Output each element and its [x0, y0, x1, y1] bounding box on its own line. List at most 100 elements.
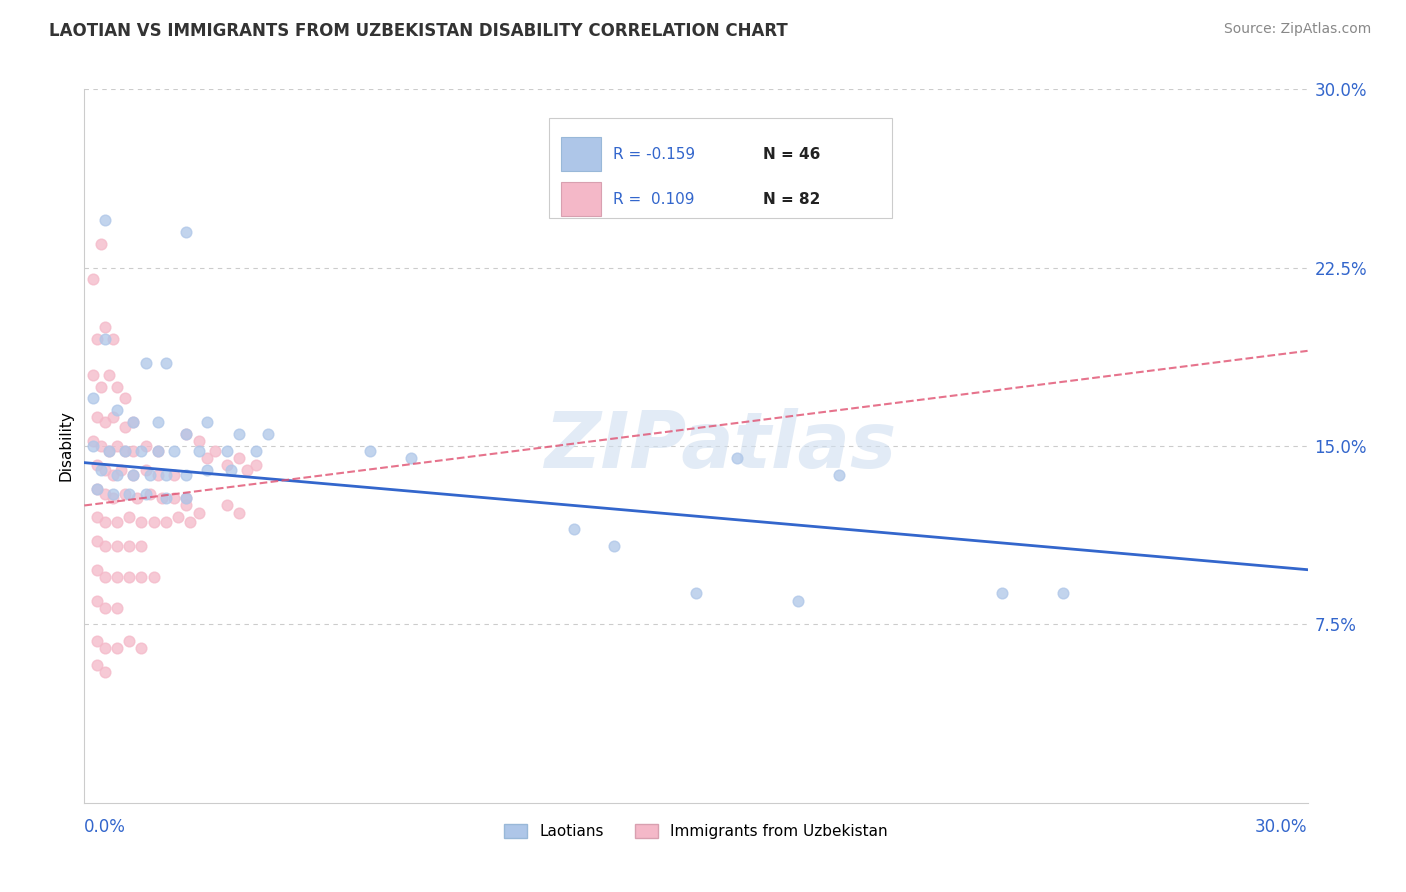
Point: [90, 379, 112, 393]
Text: ZIPatlas: ZIPatlas: [544, 408, 897, 484]
Point: [217, 443, 239, 458]
Text: R =  0.109: R = 0.109: [613, 192, 695, 207]
Point: [97, 443, 120, 458]
Point: [131, 515, 153, 529]
Point: [90, 439, 112, 453]
Point: [82, 434, 104, 449]
Point: [105, 515, 128, 529]
Point: [135, 486, 157, 500]
Point: [174, 467, 197, 482]
Point: [93, 213, 115, 227]
Point: [82, 368, 104, 382]
Text: Source: ZipAtlas.com: Source: ZipAtlas.com: [1223, 22, 1371, 37]
Point: [174, 491, 197, 506]
Point: [155, 515, 177, 529]
Point: [93, 570, 115, 584]
Point: [101, 332, 124, 346]
Text: 30.0%: 30.0%: [1256, 819, 1308, 837]
Point: [146, 415, 169, 429]
Point: [174, 499, 197, 513]
Point: [86, 458, 108, 472]
Point: [219, 463, 242, 477]
Point: [562, 522, 585, 536]
Point: [86, 482, 108, 496]
Point: [86, 534, 108, 549]
Text: N = 46: N = 46: [763, 147, 821, 161]
Point: [155, 356, 177, 370]
Point: [174, 427, 197, 442]
Point: [114, 443, 136, 458]
Point: [174, 427, 197, 442]
Point: [101, 491, 124, 506]
Text: R = -0.159: R = -0.159: [613, 147, 695, 161]
Point: [105, 539, 128, 553]
Point: [86, 510, 108, 524]
Point: [146, 443, 169, 458]
Point: [86, 563, 108, 577]
Point: [101, 486, 124, 500]
Point: [105, 600, 128, 615]
Point: [603, 539, 626, 553]
Point: [97, 443, 120, 458]
Text: 0.0%: 0.0%: [84, 819, 127, 837]
Point: [195, 415, 218, 429]
Point: [86, 634, 108, 648]
Point: [122, 467, 145, 482]
Point: [105, 570, 128, 584]
Point: [236, 463, 259, 477]
FancyBboxPatch shape: [550, 118, 891, 218]
Point: [82, 439, 104, 453]
Point: [90, 463, 112, 477]
Point: [131, 539, 153, 553]
Point: [155, 467, 177, 482]
Point: [195, 463, 218, 477]
Point: [228, 450, 250, 465]
Point: [135, 356, 157, 370]
Point: [86, 410, 108, 425]
Y-axis label: Disability: Disability: [58, 410, 73, 482]
Point: [101, 467, 124, 482]
Point: [101, 410, 124, 425]
Point: [135, 439, 157, 453]
Point: [86, 482, 108, 496]
Point: [118, 634, 141, 648]
Point: [110, 463, 132, 477]
Point: [142, 570, 165, 584]
Point: [86, 593, 108, 607]
Point: [93, 539, 115, 553]
Point: [146, 443, 169, 458]
Point: [118, 510, 141, 524]
Point: [93, 320, 115, 334]
Point: [179, 515, 201, 529]
Point: [163, 491, 186, 506]
Point: [135, 463, 157, 477]
Point: [142, 515, 165, 529]
Point: [93, 515, 115, 529]
Point: [97, 368, 120, 382]
Point: [86, 332, 108, 346]
Point: [127, 491, 149, 506]
Point: [187, 443, 209, 458]
Point: [138, 486, 160, 500]
Point: [163, 467, 186, 482]
Point: [163, 443, 186, 458]
Point: [114, 420, 136, 434]
Point: [114, 486, 136, 500]
Point: [195, 450, 218, 465]
Point: [105, 439, 128, 453]
Point: [105, 467, 128, 482]
Point: [217, 458, 239, 472]
Point: [257, 427, 280, 442]
Point: [991, 586, 1014, 600]
Point: [105, 641, 128, 656]
Bar: [561, 182, 600, 217]
Point: [118, 570, 141, 584]
Point: [146, 467, 169, 482]
Point: [131, 570, 153, 584]
Point: [187, 434, 209, 449]
Text: LAOTIAN VS IMMIGRANTS FROM UZBEKISTAN DISABILITY CORRELATION CHART: LAOTIAN VS IMMIGRANTS FROM UZBEKISTAN DI…: [49, 22, 787, 40]
Point: [228, 427, 250, 442]
Point: [685, 586, 707, 600]
Point: [150, 491, 173, 506]
Point: [174, 225, 197, 239]
